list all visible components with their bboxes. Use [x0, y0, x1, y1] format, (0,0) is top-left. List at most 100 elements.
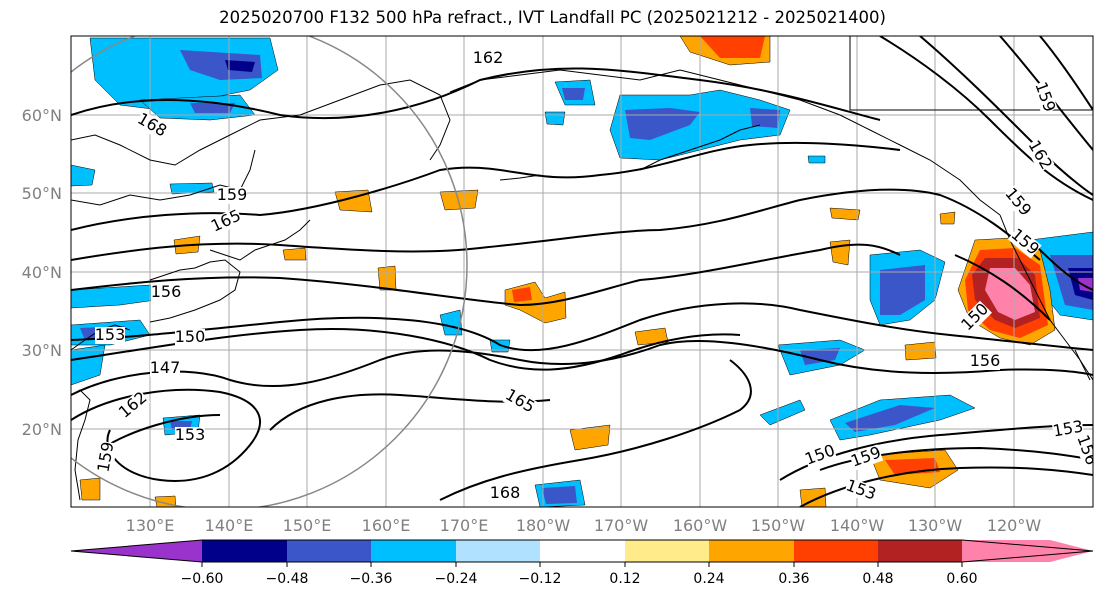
contour-label-bg	[1001, 185, 1034, 220]
colorbar-tick-label: −0.60	[181, 571, 224, 587]
longitude-label: 150°W	[751, 516, 806, 535]
ivt-positive-patch	[799, 487, 827, 507]
ivt-positive-patch	[829, 207, 861, 221]
contour-label-bg	[502, 386, 537, 417]
contour-label: 153	[175, 425, 206, 444]
ivt-positive-patch	[985, 268, 1035, 320]
colorbar-segment	[371, 540, 456, 562]
contour-label-bg	[849, 444, 884, 471]
longitude-label: 130°E	[126, 516, 175, 535]
contour-label-bg	[150, 360, 180, 377]
contour-label-bg	[843, 477, 878, 504]
ivt-negative-patch	[225, 60, 255, 72]
contour-label-bg	[1024, 138, 1055, 173]
contour-label-bg	[151, 284, 181, 301]
ivt-positive-patch	[829, 239, 851, 266]
longitude-label: 140°E	[205, 516, 254, 535]
colorbar-segment	[709, 540, 794, 562]
ivt-positive-patch	[512, 287, 532, 302]
ivt-negative-patch	[800, 348, 840, 365]
ivt-negative-patch	[71, 284, 171, 309]
contour-label-bg	[217, 187, 247, 204]
ivt-positive-patch	[904, 341, 937, 361]
colorbar-segment	[625, 540, 709, 562]
contour-label-bg	[970, 353, 1000, 370]
ivt-positive-patch	[700, 36, 765, 58]
longitude-labels: 130°E 140°E 150°E 160°E 170°E 180°W 170°W 160°W…	[126, 516, 1042, 535]
contour-label-bg	[1051, 418, 1085, 441]
contour-label-bg	[116, 389, 151, 422]
ivt-positive-patch	[439, 189, 479, 211]
latitude-label: 30°N	[22, 341, 62, 360]
colorbar-tick-label: −0.36	[350, 571, 393, 587]
contour-label-bg	[803, 442, 838, 469]
colorbar-tick-label: −0.48	[266, 571, 309, 587]
colorbar: −0.60 −0.48 −0.36 −0.24 −0.12 0.12 0.24 0.36 0.4…	[70, 539, 1094, 587]
contour-label: 168	[490, 483, 521, 502]
ivt-negative-patch	[759, 399, 806, 426]
contour-label-bg	[1007, 226, 1042, 259]
longitude-label: 130°W	[908, 516, 963, 535]
colorbar-tick-label: −0.24	[435, 571, 478, 587]
colorbar-segment	[878, 540, 962, 562]
colorbar-tick-label: 0.48	[862, 571, 893, 587]
longitude-label: 170°W	[594, 516, 649, 535]
longitude-label: 120°W	[987, 516, 1042, 535]
contour-label-bg	[1031, 80, 1058, 115]
colorbar-segment	[794, 540, 878, 562]
colorbar-segment	[202, 540, 287, 562]
longitude-label: 170°E	[440, 516, 489, 535]
contour-label-bg	[95, 440, 118, 474]
latitude-label: 40°N	[22, 263, 62, 282]
ivt-negative-patch	[845, 405, 935, 432]
latitude-label: 20°N	[22, 420, 62, 439]
longitude-label: 160°W	[673, 516, 728, 535]
map-title: 2025020700 F132 500 hPa refract., IVT La…	[219, 8, 886, 27]
ivt-negative-patch	[544, 111, 566, 126]
ivt-patches	[71, 36, 1093, 507]
ivt-positive-patch	[282, 247, 307, 261]
ivt-negative-patch	[169, 182, 215, 195]
contour-label-bg	[473, 50, 503, 67]
contour-label-bg	[958, 300, 992, 334]
latitude-label: 60°N	[22, 106, 62, 125]
longitude-label: 160°E	[362, 516, 411, 535]
contour-label-bg	[134, 110, 169, 141]
contour-label: 153	[95, 325, 126, 344]
contour-label-bg	[175, 427, 205, 444]
ivt-negative-patch	[71, 344, 106, 386]
ivt-positive-patch	[569, 424, 611, 451]
ivt-negative-patch	[562, 88, 585, 100]
latitude-labels: 60°N 50°N 40°N 30°N 20°N	[22, 106, 62, 439]
landfall-region-circle	[71, 36, 468, 507]
ivt-negative-patch	[625, 108, 700, 140]
ivt-negative-patch	[807, 155, 826, 164]
colorbar-tick-label: 0.36	[778, 571, 809, 587]
contour-label: 162	[473, 48, 504, 67]
contour-label: 156	[151, 282, 182, 301]
latitude-label: 50°N	[22, 184, 62, 203]
ivt-negative-patch	[190, 103, 235, 113]
ivt-positive-patch	[79, 477, 101, 501]
longitude-label: 180°W	[516, 516, 571, 535]
ivt-positive-patch	[377, 265, 397, 291]
longitude-label: 140°W	[830, 516, 885, 535]
contour-label-bg	[1073, 433, 1093, 468]
map-frame	[70, 35, 1094, 508]
colorbar-segment	[71, 540, 202, 562]
colorbar-tick-label: −0.12	[519, 571, 562, 587]
contour-label: 156	[970, 351, 1001, 370]
longitude-label: 150°E	[283, 516, 332, 535]
graticule	[71, 36, 1093, 507]
contour-label-bg	[490, 485, 520, 502]
contour-label-bg	[175, 329, 205, 346]
contour-label-bg	[209, 207, 244, 236]
contour-label: 147	[150, 358, 181, 377]
colorbar-segment	[456, 540, 540, 562]
colorbar-segment	[540, 540, 625, 562]
colorbar-segment	[962, 540, 1093, 562]
contour-label: 150	[175, 327, 206, 346]
ivt-negative-patch	[750, 108, 780, 128]
